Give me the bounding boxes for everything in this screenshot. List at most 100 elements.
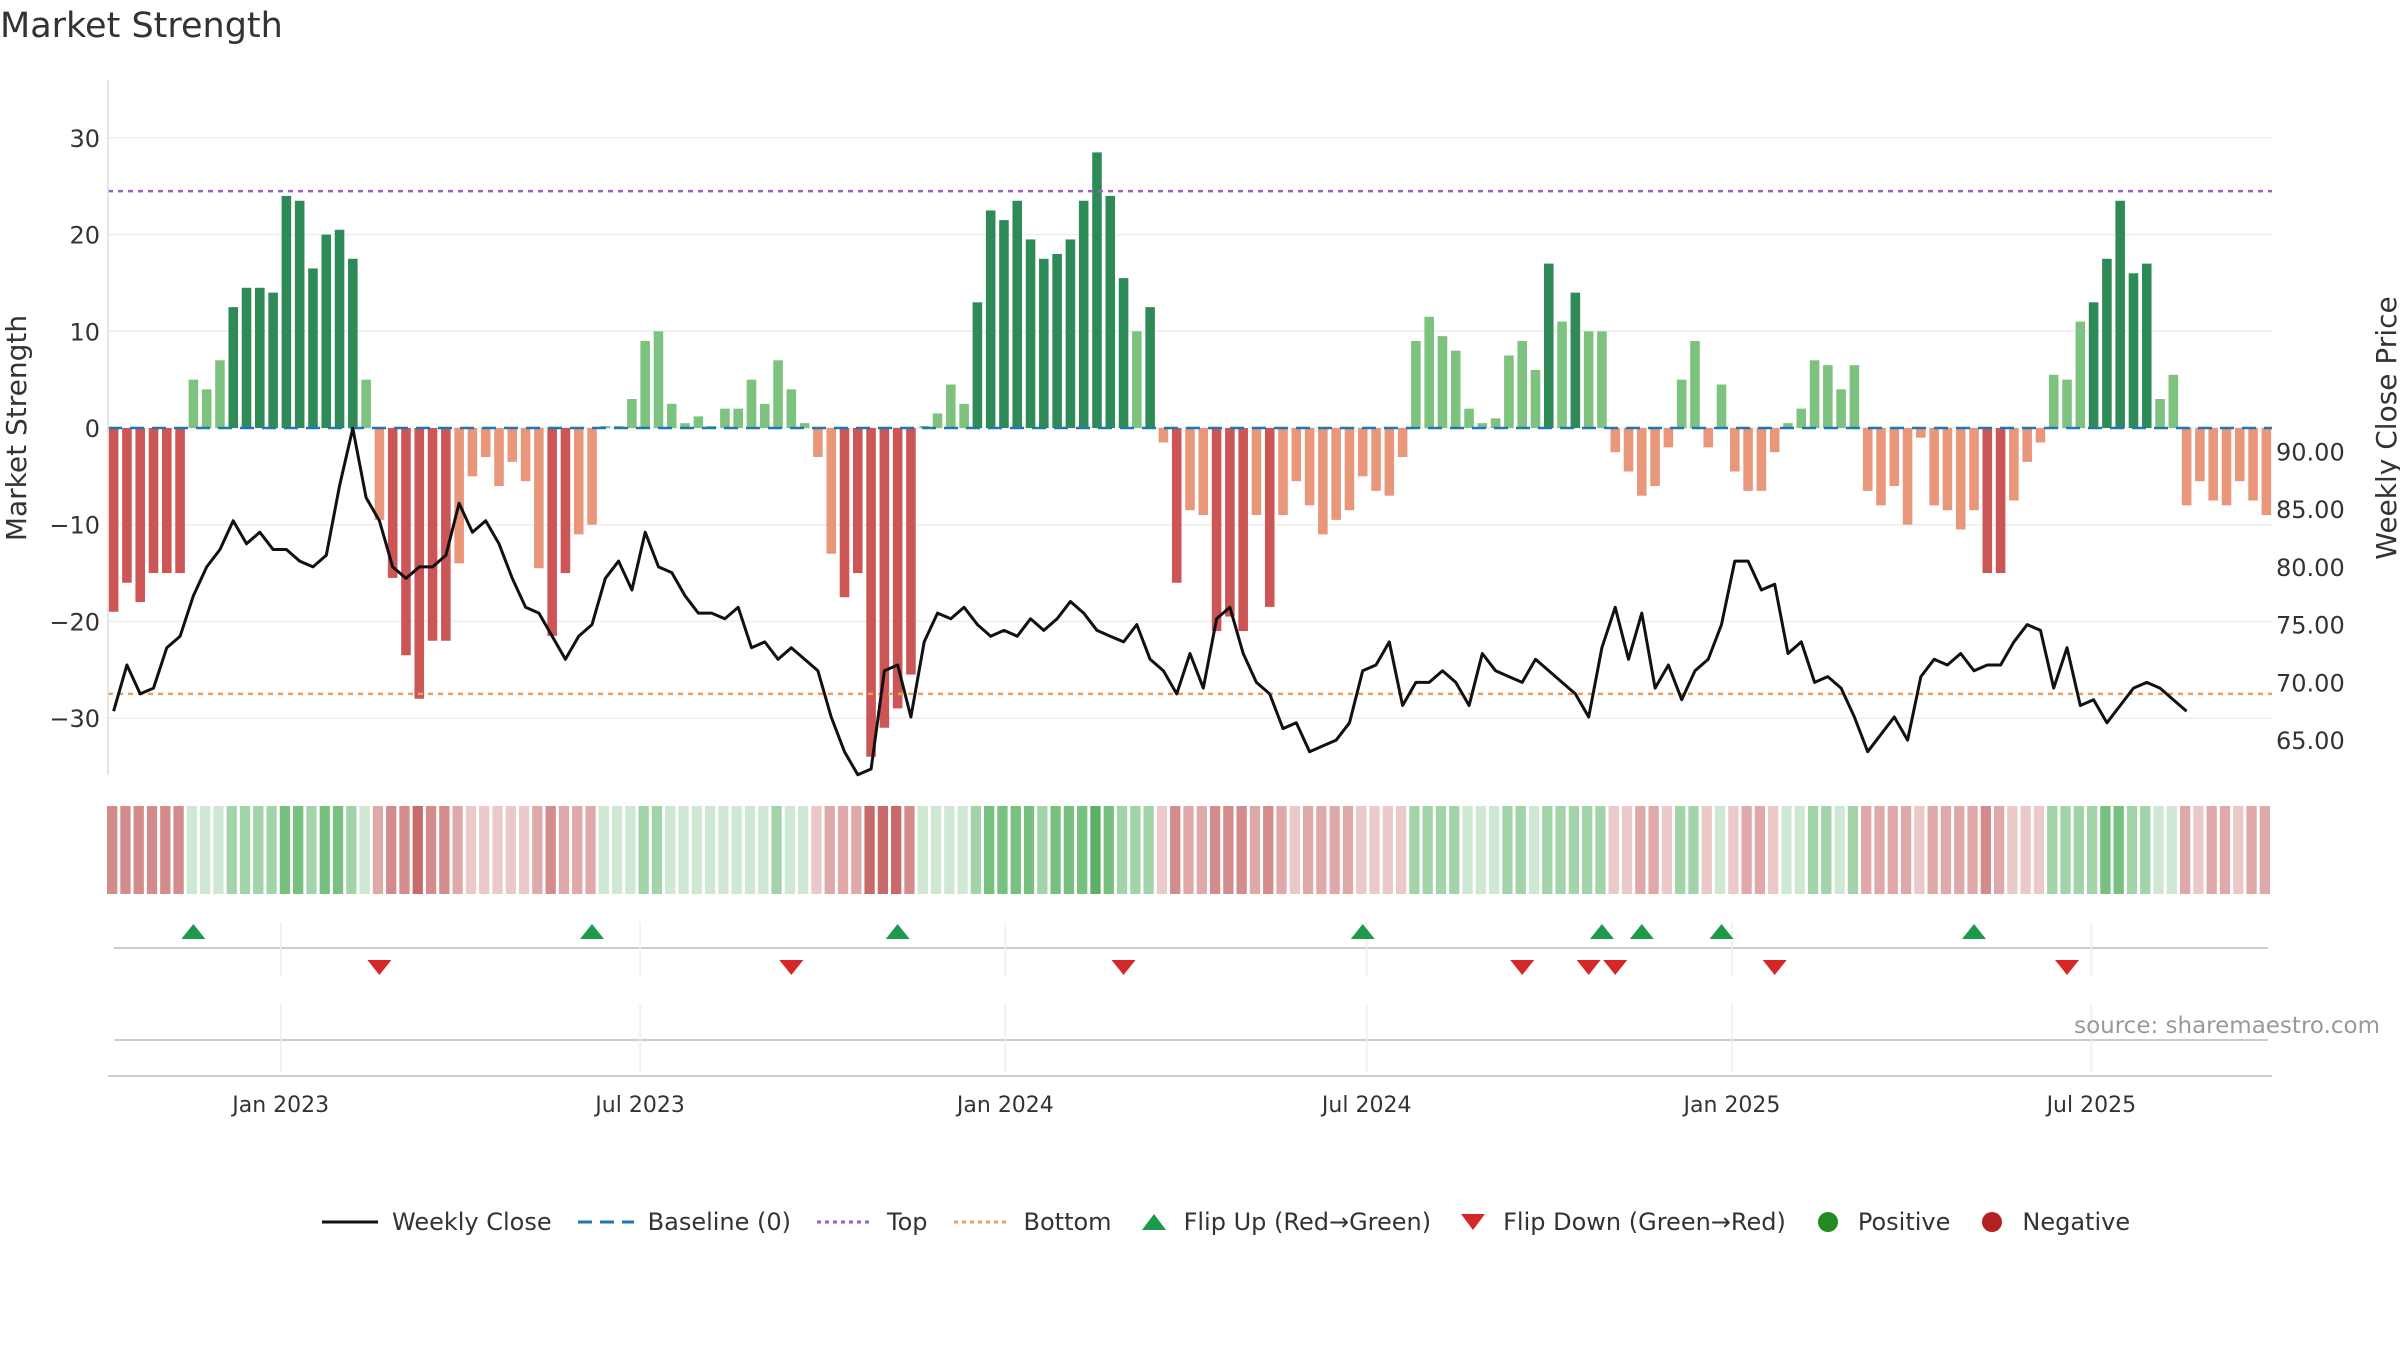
strip-cell — [2060, 806, 2071, 894]
negative-bar — [108, 428, 119, 612]
negative-bar — [494, 428, 504, 487]
positive-bar — [255, 287, 265, 428]
negative-bar — [148, 428, 159, 574]
strip-cell — [1515, 806, 1526, 894]
source-credit: source: sharemaestro.com — [2074, 1013, 2380, 1039]
positive-bar — [1477, 423, 1488, 428]
legend-label: Weekly Close — [392, 1208, 552, 1236]
strip-cell — [1316, 806, 1327, 894]
strip-cell — [877, 806, 889, 894]
strip-cell — [186, 806, 198, 894]
positive-bar — [1105, 195, 1116, 428]
strip-cell — [412, 806, 423, 894]
strip-cell — [1063, 806, 1075, 894]
negative-bar — [1198, 428, 1209, 516]
flip-up-marker — [1589, 924, 1614, 939]
flip-down-marker — [2055, 960, 2080, 975]
positive-bar — [1504, 355, 1514, 428]
negative-bar — [1225, 428, 1235, 617]
strip-cell — [1621, 806, 1633, 894]
negative-bar — [587, 428, 597, 525]
strip-cell — [346, 806, 357, 894]
negative-bar — [1916, 428, 1926, 438]
positive-bar — [1849, 365, 1860, 428]
strip-cell — [1409, 806, 1420, 894]
strip-cell — [1582, 806, 1593, 894]
negative-bar — [573, 428, 584, 535]
strip-cell — [226, 806, 237, 894]
strip-cell — [1502, 806, 1513, 894]
negative-bar — [1610, 428, 1621, 453]
negative-bar — [1211, 428, 1222, 632]
negative-bar — [2248, 428, 2258, 501]
strength-strip — [107, 806, 2270, 894]
flip-down-marker — [1510, 960, 1535, 975]
flip-up-marker — [1962, 924, 1987, 939]
legend-flip-down[interactable]: Flip Down (Green→Red) — [1455, 1208, 1786, 1236]
negative-bar — [1902, 428, 1913, 525]
positive-bar — [1012, 200, 1023, 428]
axes-layer: 30 20 10 0 −10 −20 −30 90.00 85.00 80.00 75.00 70.0… — [49, 80, 2345, 775]
legend: Weekly Close Baseline (0) Top Bottom Fli… — [320, 1208, 2154, 1236]
negative-bar — [1889, 428, 1900, 487]
strip-cell — [1488, 806, 1500, 894]
legend-weekly-close[interactable]: Weekly Close — [320, 1208, 552, 1236]
negative-bar — [547, 428, 557, 636]
positive-bar — [1823, 365, 1833, 428]
legend-label: Flip Down (Green→Red) — [1503, 1208, 1786, 1236]
flip-up-marker — [580, 924, 605, 939]
strip-cell — [1130, 806, 1141, 894]
strip-cell — [439, 806, 450, 894]
negative-bar — [467, 428, 478, 477]
y2-tick-label: 75.00 — [2276, 612, 2345, 640]
strip-cell — [160, 806, 171, 894]
strip-cell — [1754, 806, 1766, 894]
flip-down-marker — [367, 960, 392, 975]
strip-cell — [758, 806, 769, 894]
strip-cell — [731, 806, 742, 894]
flip-down-marker — [1576, 960, 1601, 975]
legend-bottom[interactable]: Bottom — [952, 1208, 1112, 1236]
strip-cell — [2179, 806, 2191, 894]
negative-bar — [879, 428, 890, 728]
legend-top[interactable]: Top — [815, 1208, 928, 1236]
strip-cell — [718, 806, 729, 894]
flip-up-marker — [1709, 924, 1734, 939]
positive-bar — [1025, 239, 1036, 428]
negative-bar — [1251, 428, 1262, 516]
triangle-down-icon — [1461, 1214, 1486, 1230]
negative-bar — [1942, 428, 1953, 511]
dashed-line-icon — [577, 1220, 634, 1224]
legend-flip-up[interactable]: Flip Up (Red→Green) — [1136, 1208, 1431, 1236]
negative-bar — [1304, 428, 1315, 506]
y-axis-label: Market Strength — [0, 315, 33, 541]
positive-bar — [241, 287, 252, 428]
negative-bar — [1264, 428, 1275, 607]
positive-bar — [1118, 278, 1129, 428]
strip-cell — [1807, 806, 1819, 894]
strip-cell — [452, 806, 463, 894]
positive-bar — [281, 195, 292, 428]
positive-bar — [985, 210, 996, 428]
positive-bar — [308, 268, 318, 428]
strip-cell — [319, 806, 330, 894]
positive-bar — [1690, 340, 1700, 428]
positive-bar — [693, 416, 704, 428]
positive-bar — [2075, 321, 2086, 428]
strip-cell — [1874, 806, 1885, 894]
positive-bar — [1145, 307, 1155, 428]
positive-bar — [268, 292, 278, 428]
y-tick-label: 30 — [69, 125, 100, 153]
strip-cell — [1356, 806, 1367, 894]
positive-bar — [2062, 379, 2072, 428]
positive-bar — [2141, 263, 2152, 428]
positive-bar — [1796, 408, 1807, 428]
strip-cell — [359, 806, 370, 894]
legend-positive[interactable]: Positive — [1810, 1208, 1950, 1236]
strip-cell — [1475, 806, 1486, 894]
positive-bar — [361, 379, 371, 428]
legend-baseline[interactable]: Baseline (0) — [576, 1208, 791, 1236]
strip-cell — [997, 806, 1008, 894]
strip-cell — [851, 806, 862, 894]
legend-negative[interactable]: Negative — [1974, 1208, 2130, 1236]
